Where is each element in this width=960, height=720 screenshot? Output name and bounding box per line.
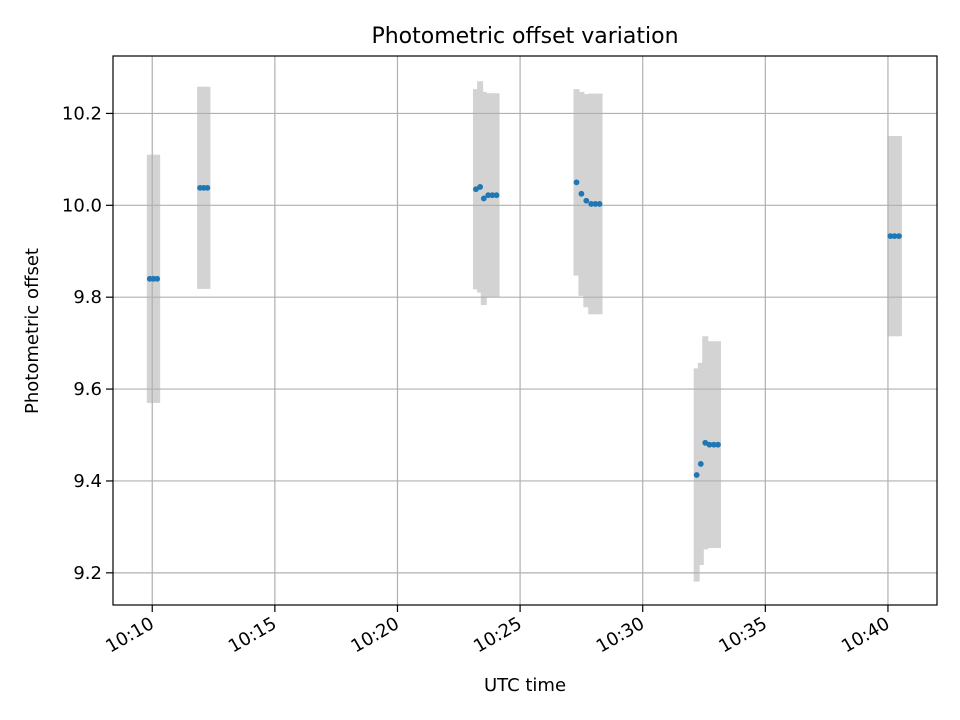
grid xyxy=(113,56,937,605)
data-point-17 xyxy=(596,201,603,207)
y-tick-label-5: 10.2 xyxy=(62,103,102,124)
data-point-13 xyxy=(578,190,585,197)
data-point-12 xyxy=(573,179,580,186)
data-point-9 xyxy=(485,192,492,199)
data-point-15 xyxy=(588,201,595,207)
y-tick-label-3: 9.8 xyxy=(73,287,102,308)
data-point-19 xyxy=(697,461,704,467)
data-point-16 xyxy=(592,201,599,207)
data-point-8 xyxy=(480,195,487,202)
data-point-11 xyxy=(493,192,500,199)
ticks: 10:10 10:15 10:20 10:25 10:30 10:35 10:409.29.… xyxy=(62,103,894,657)
data-point-23 xyxy=(715,441,721,448)
data-point-25 xyxy=(891,233,898,239)
y-axis-label: Photometric offset xyxy=(22,248,43,414)
chart-title: Photometric offset variation xyxy=(371,24,678,49)
data-point-10 xyxy=(489,192,496,199)
y-tick-label-4: 10.0 xyxy=(62,195,102,216)
data-point-2 xyxy=(154,275,161,282)
data-point-21 xyxy=(706,441,713,448)
plot-frame xyxy=(112,55,938,606)
data-point-14 xyxy=(583,197,590,204)
data-point-26 xyxy=(896,233,902,239)
x-axis-label: UTC time xyxy=(484,675,566,696)
data-point-24 xyxy=(887,233,894,239)
data-point-7 xyxy=(477,184,484,190)
data-point-18 xyxy=(693,472,700,478)
y-tick-label-0: 9.2 xyxy=(73,563,102,584)
y-tick-label-1: 9.4 xyxy=(73,471,102,492)
data-point-22 xyxy=(710,441,717,448)
data-points xyxy=(146,179,902,478)
y-tick-label-2: 9.6 xyxy=(73,379,102,400)
data-point-5 xyxy=(204,184,211,191)
